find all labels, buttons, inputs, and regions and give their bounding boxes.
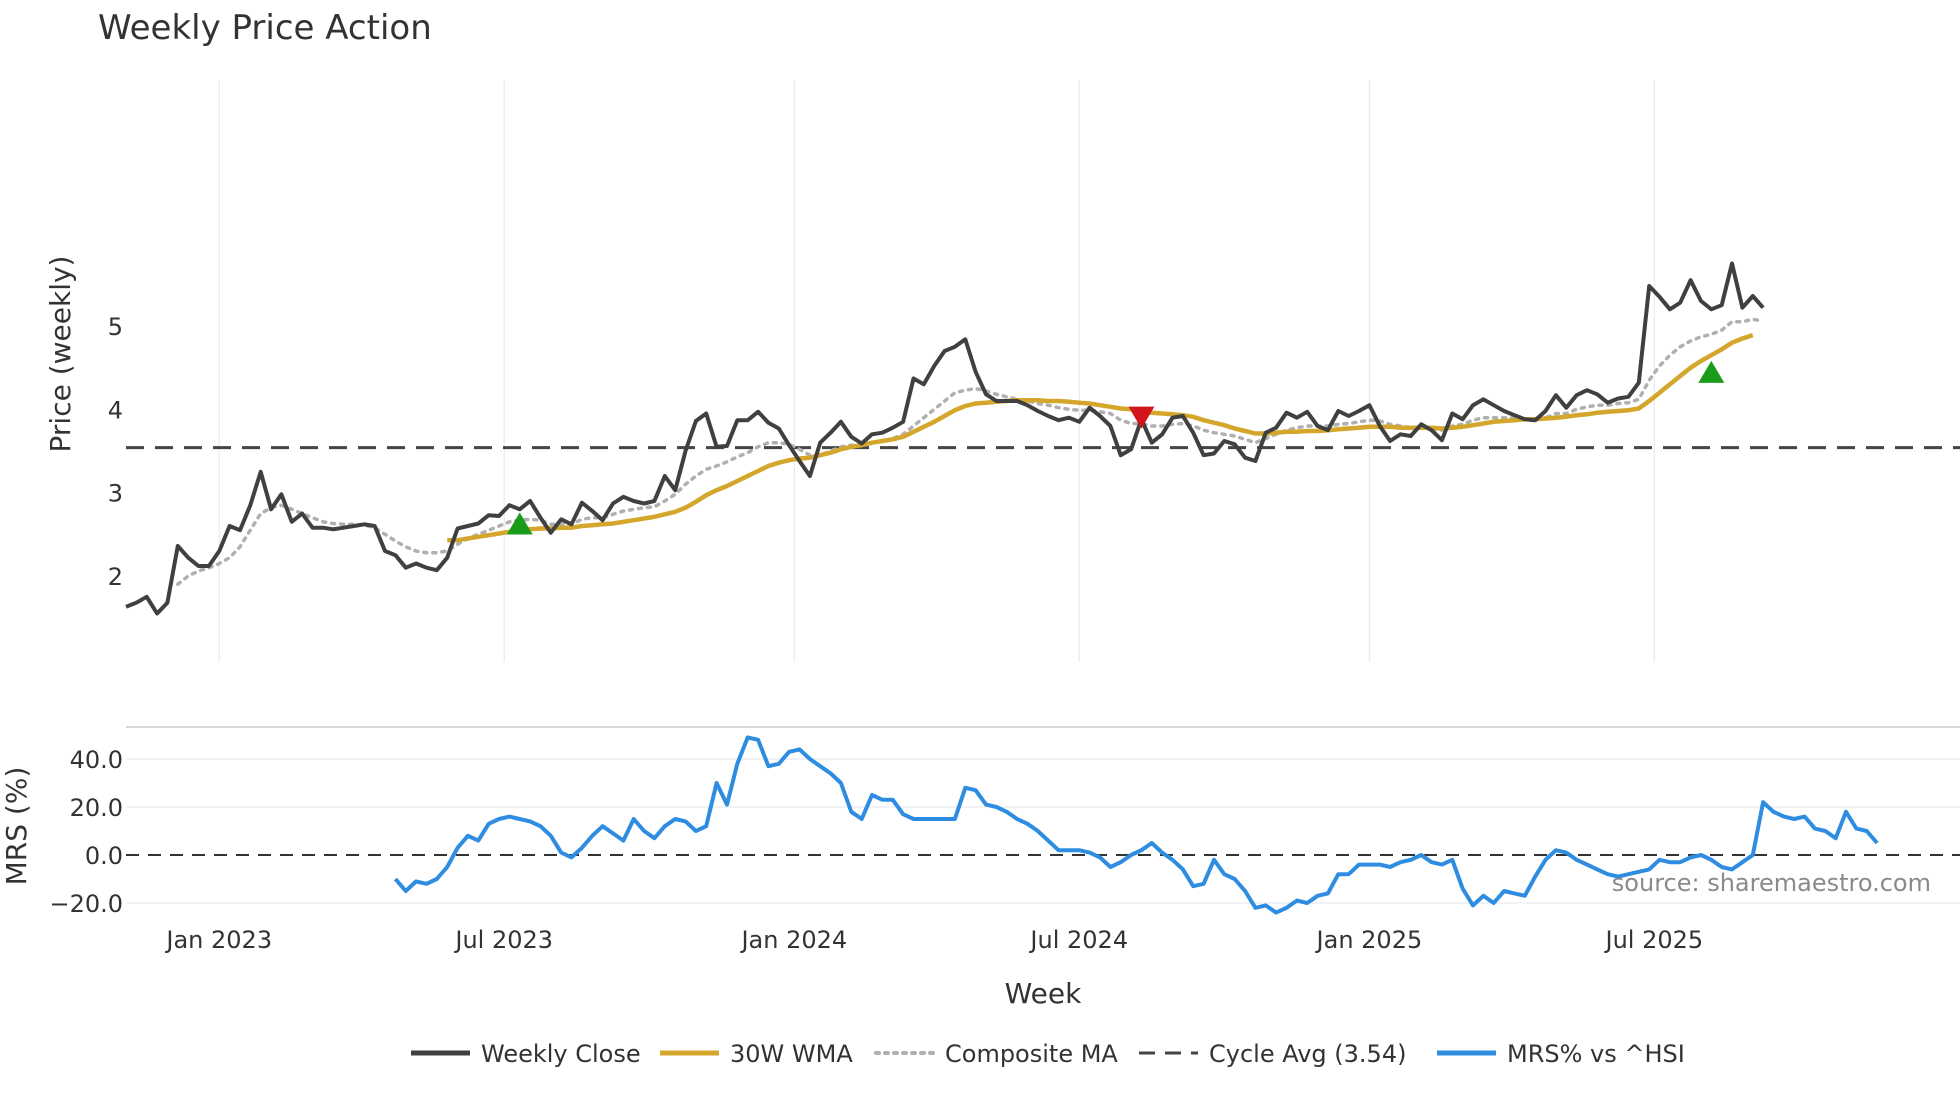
mrs-y-axis-title: MRS (%) [0, 767, 33, 886]
mrs-horizontal-gridlines [126, 758, 1960, 904]
legend-30w-wma[interactable]: 30W WMA [660, 1040, 853, 1068]
composite-ma-line [176, 317, 1765, 587]
mrs-panel: 40.0 20.0 0.0 −20.0 MRS (%) source: sharema… [0, 726, 1960, 918]
legend-weekly-close[interactable]: Weekly Close [411, 1040, 641, 1068]
x-axis-ticks: Jan 2023 Jul 2023 Jan 2024 Jul 2024 Jan 2025… [164, 926, 1703, 954]
x-tick-label: Jan 2024 [739, 926, 847, 954]
legend-cycle-avg-label: Cycle Avg (3.54) [1209, 1040, 1406, 1068]
chart-title: Weekly Price Action [98, 8, 432, 48]
price-y-ticks: 2 3 4 5 [108, 313, 123, 591]
mrs-y-ticks: 40.0 20.0 0.0 −20.0 [49, 746, 123, 918]
price-y-tick-label: 4 [108, 396, 123, 424]
legend-mrs-vs-hsi[interactable]: MRS% vs ^HSI [1437, 1040, 1685, 1068]
legend-weekly-close-label: Weekly Close [481, 1040, 641, 1068]
mrs-vs-hsi-line [393, 735, 1879, 915]
signal-markers [506, 360, 1725, 535]
legend-30w-wma-label: 30W WMA [730, 1040, 853, 1068]
x-tick-label: Jan 2025 [1315, 926, 1423, 954]
mrs-y-tick-label: 20.0 [70, 794, 123, 822]
x-tick-label: Jan 2023 [164, 926, 272, 954]
price-y-tick-label: 2 [108, 563, 123, 591]
x-tick-label: Jul 2025 [1603, 926, 1703, 954]
price-y-axis-title: Price (weekly) [44, 256, 77, 453]
legend-composite-ma[interactable]: Composite MA [874, 1040, 1118, 1068]
legend-composite-ma-label: Composite MA [945, 1040, 1118, 1068]
price-vertical-gridlines [218, 80, 1655, 662]
weekly-close-line [125, 261, 1765, 616]
buy-signal-marker [1698, 360, 1725, 383]
price-panel: 2 3 4 5 Price (weekly) [44, 80, 1960, 662]
legend: Weekly Close 30W WMA Composite MA Cycle … [411, 1040, 1685, 1068]
legend-cycle-avg[interactable]: Cycle Avg (3.54) [1139, 1040, 1406, 1068]
buy-signal-marker [506, 512, 533, 535]
x-axis-title: Week [1005, 977, 1082, 1010]
price-y-tick-label: 3 [108, 480, 123, 508]
mrs-y-tick-label: 40.0 [70, 746, 123, 774]
watermark: source: sharemaestro.com [1612, 869, 1931, 897]
legend-mrs-label: MRS% vs ^HSI [1507, 1040, 1685, 1068]
x-tick-label: Jul 2024 [1028, 926, 1128, 954]
sell-signal-marker [1128, 406, 1155, 429]
mrs-y-tick-label: 0.0 [85, 842, 123, 870]
wma-30w-line [447, 333, 1754, 543]
x-tick-label: Jul 2023 [453, 926, 553, 954]
price-y-tick-label: 5 [108, 313, 123, 341]
mrs-y-tick-label: −20.0 [49, 890, 123, 918]
